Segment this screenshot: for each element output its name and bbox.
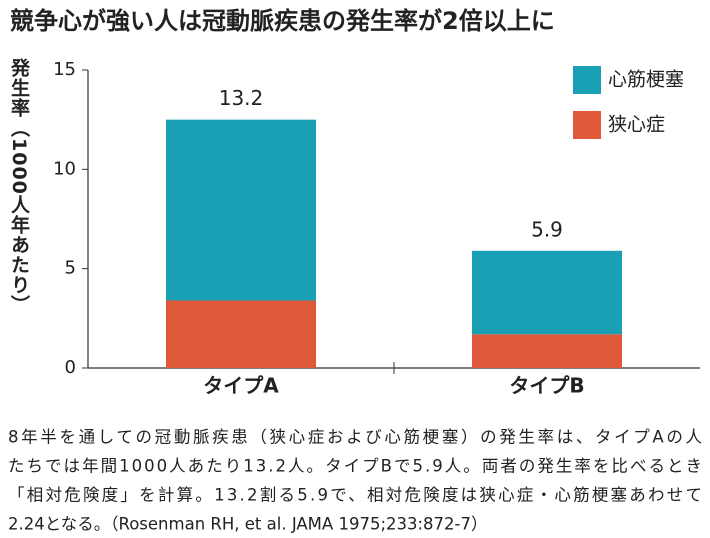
bar-segment: [472, 250, 622, 335]
caption-line: 8年半を通しての冠動脈疾患（狭心症および心筋梗塞）の発生率は、タイプAの人: [8, 428, 702, 447]
x-tick-label: タイプA: [203, 374, 279, 398]
caption-line: 「相対危険度」を計算。13.2割る5.9で、相対危険度は狭心症・心筋梗塞あわせて: [8, 486, 702, 505]
legend-label: 心筋梗塞: [608, 69, 684, 91]
legend-swatch: [573, 66, 601, 94]
caption-line: たちでは年間1000人あたり13.2人。タイプBで5.9人。両者の発生率を比べる…: [8, 457, 702, 476]
y-axis-label: 発生率（1000人年あたり）: [8, 58, 30, 315]
chart-title: 競争心が強い人は冠動脈疾患の発生率が2倍以上に: [10, 7, 555, 35]
legend-label: 狭心症: [608, 114, 665, 136]
x-tick-label: タイプB: [509, 374, 584, 398]
bar-segment: [166, 300, 316, 368]
bar-segment: [166, 119, 316, 301]
total-label: 5.9: [531, 217, 563, 241]
bar-segment: [472, 334, 622, 368]
y-tick-label: 0: [65, 357, 76, 378]
legend-swatch: [573, 111, 601, 139]
total-label: 13.2: [219, 86, 264, 110]
y-tick-label: 15: [53, 59, 76, 80]
caption-line: 2.24となる。（Rosenman RH, et al. JAMA 1975;2…: [8, 515, 488, 534]
y-tick-label: 10: [53, 158, 76, 179]
y-tick-label: 5: [65, 258, 76, 279]
